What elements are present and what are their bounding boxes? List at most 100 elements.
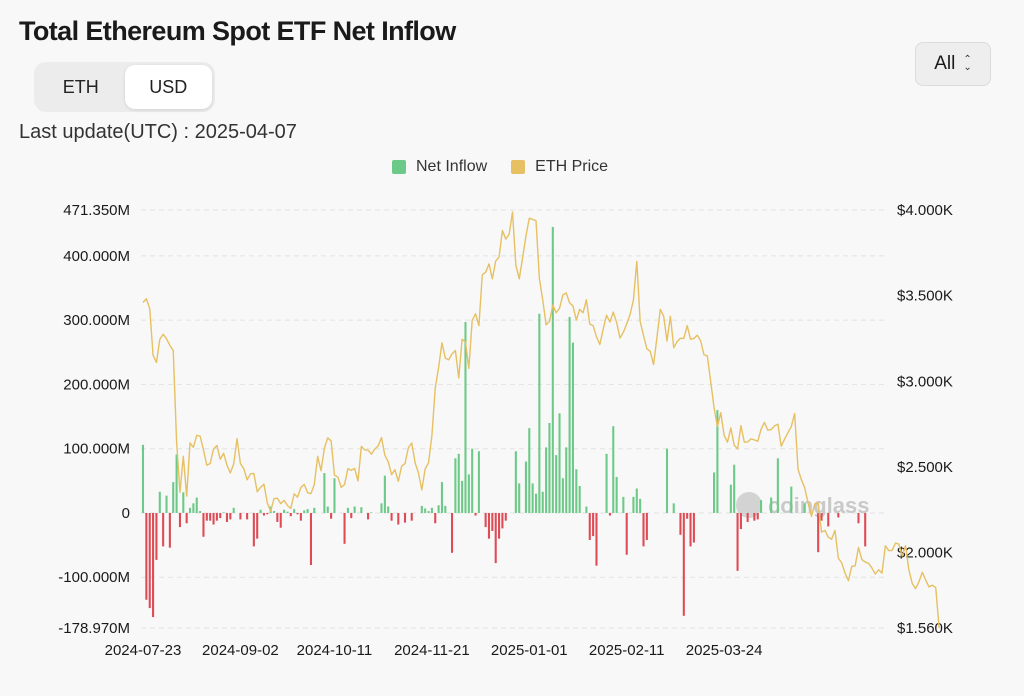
net-inflow-bar: [427, 511, 430, 513]
legend-item-net-inflow[interactable]: Net Inflow: [392, 158, 487, 176]
net-inflow-bar: [689, 512, 692, 547]
net-inflow-bar: [538, 313, 541, 513]
net-inflow-bar: [578, 485, 581, 513]
net-inflow-bar: [665, 448, 669, 513]
y-right-tick-label: $2.500K: [897, 459, 953, 476]
range-select[interactable]: All ⌃ ⌄: [915, 42, 991, 86]
unit-option-eth[interactable]: ETH: [62, 76, 99, 97]
net-inflow-bar: [558, 413, 561, 513]
net-inflow-bar: [568, 316, 571, 513]
unit-option-usd[interactable]: USD: [124, 65, 212, 109]
net-inflow-bar: [172, 482, 175, 513]
net-inflow-bar: [541, 491, 544, 513]
net-inflow-bar: [299, 512, 302, 521]
net-inflow-bar: [817, 512, 820, 553]
net-inflow-bar: [202, 512, 205, 537]
net-inflow-bar: [225, 512, 229, 522]
legend-item-eth-price[interactable]: ETH Price: [511, 158, 608, 176]
net-inflow-bar: [575, 469, 578, 513]
net-inflow-bar: [682, 512, 685, 616]
net-inflow-bar: [531, 483, 534, 513]
net-inflow-bar: [272, 511, 276, 513]
net-inflow-bar: [692, 512, 695, 543]
net-inflow-bar: [471, 448, 474, 513]
net-inflow-bar: [162, 512, 165, 547]
y-right-tick-label: $1.560K: [897, 620, 953, 637]
net-inflow-bar: [686, 512, 689, 519]
net-inflow-bar: [729, 484, 732, 513]
net-inflow-bar: [642, 512, 645, 547]
x-tick-label: 2024-10-11: [297, 642, 373, 659]
x-tick-label: 2025-02-11: [589, 642, 665, 659]
chevron-up-down-icon: ⌃ ⌄: [963, 54, 972, 73]
chart-legend: Net Inflow ETH Price: [392, 158, 608, 176]
y-left-tick-label: 100.000M: [63, 441, 130, 458]
net-inflow-bar: [155, 512, 158, 560]
y-right-tick-label: $2.000K: [897, 545, 953, 562]
net-inflow-bar: [326, 506, 329, 513]
net-inflow-bar: [266, 512, 269, 515]
net-inflow-bar: [229, 512, 232, 520]
net-inflow-bar: [612, 426, 615, 513]
net-inflow-bar: [518, 483, 521, 513]
net-inflow-bar: [622, 496, 625, 513]
net-inflow-bar: [450, 512, 454, 553]
net-inflow-bar: [323, 473, 326, 513]
net-inflow-bar: [279, 512, 282, 528]
net-inflow-bar: [148, 512, 151, 609]
net-inflow-bar: [232, 507, 235, 513]
net-inflow-bar: [588, 512, 591, 540]
net-inflow-bar: [333, 478, 336, 513]
y-left-tick-label: 200.000M: [63, 376, 130, 393]
net-inflow-bar: [380, 503, 383, 513]
net-inflow-bar: [571, 342, 575, 513]
y-left-tick-label: -178.970M: [58, 620, 130, 637]
net-inflow-bar: [534, 493, 538, 513]
net-inflow-bar: [403, 512, 407, 523]
net-inflow-bar: [645, 512, 648, 540]
net-inflow-bar: [756, 512, 759, 520]
net-inflow-bar: [672, 503, 675, 513]
net-inflow-bar: [592, 512, 595, 537]
net-inflow-bar: [474, 512, 477, 516]
net-inflow-bar: [424, 508, 427, 513]
net-inflow-bar: [498, 512, 501, 539]
net-inflow-bar: [165, 495, 168, 513]
net-inflow-bar: [776, 458, 779, 513]
net-inflow-bar: [827, 512, 830, 527]
net-inflow-bar: [195, 497, 198, 513]
net-inflow-bar: [625, 512, 628, 555]
net-inflow-bar: [141, 444, 145, 513]
net-inflow-bar: [437, 505, 440, 513]
range-select-value: All: [934, 53, 956, 74]
y-left-tick-label: 300.000M: [63, 312, 130, 329]
net-inflow-bar: [487, 512, 491, 539]
net-inflow-bar: [608, 512, 611, 516]
net-inflow-bar: [561, 478, 564, 513]
net-inflow-bar: [246, 512, 249, 520]
net-inflow-bar: [158, 491, 161, 513]
net-inflow-bar: [565, 447, 568, 513]
net-inflow-bar: [548, 422, 551, 513]
net-inflow-bar: [605, 453, 608, 513]
net-inflow-bar: [397, 512, 400, 525]
watermark-logo-icon: [736, 492, 762, 518]
net-inflow-bar: [837, 512, 840, 518]
net-inflow-bar: [454, 458, 457, 513]
net-inflow-bar: [199, 511, 202, 513]
net-inflow-bar: [679, 512, 682, 535]
net-inflow-bar: [484, 512, 487, 528]
net-inflow-bar: [615, 476, 618, 513]
net-inflow-bar: [289, 512, 292, 517]
net-inflow-bar: [239, 512, 242, 520]
net-inflow-bar: [283, 509, 286, 513]
net-inflow-bar: [857, 512, 860, 524]
net-inflow-bar: [252, 512, 255, 547]
net-inflow-bar: [360, 507, 363, 513]
net-inflow-bar: [494, 512, 497, 564]
x-tick-label: 2025-03-24: [686, 642, 763, 659]
net-inflow-bar: [713, 472, 716, 513]
net-inflow-bar: [306, 509, 309, 513]
last-update-text: Last update(UTC) : 2025-04-07: [19, 121, 297, 143]
